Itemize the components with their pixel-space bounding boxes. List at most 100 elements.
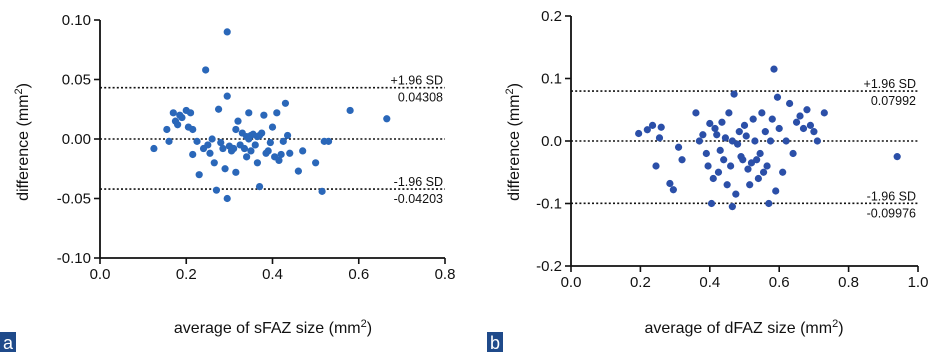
data-point (202, 66, 210, 74)
x-axis-title-b: average of dFAZ size (mm2) (644, 318, 843, 337)
data-point (754, 174, 762, 183)
data-point (772, 187, 780, 195)
data-point (714, 168, 723, 176)
data-point (759, 168, 768, 176)
panel-tag-a: a (3, 333, 14, 352)
data-point (669, 186, 677, 194)
data-point (383, 115, 391, 123)
data-point (692, 109, 700, 117)
data-point (782, 137, 790, 145)
scatter-panel-b: +1.96 SD 0.07992 -1.96 SD -0.09976 -0.2 -0.1… (487, 8, 928, 352)
data-point (219, 144, 227, 153)
data-point (699, 131, 707, 139)
data-point (318, 187, 326, 195)
data-point (245, 109, 253, 117)
data-point (789, 149, 797, 158)
data-point (193, 137, 201, 145)
data-point (756, 149, 764, 158)
data-point (232, 125, 240, 134)
data-point (674, 143, 683, 151)
data-point (286, 149, 294, 157)
data-point (728, 137, 736, 145)
sd-label-top: -1.96 SD (394, 175, 443, 189)
data-point (210, 159, 218, 167)
data-point (212, 186, 221, 194)
data-point (702, 149, 710, 158)
data-point (766, 137, 775, 145)
data-point (751, 137, 759, 145)
data-point (635, 129, 643, 138)
data-point (758, 109, 766, 117)
data-point (268, 123, 277, 131)
data-point (803, 106, 811, 114)
data-point (893, 153, 901, 161)
data-point (720, 156, 728, 164)
data-point (169, 109, 177, 117)
data-point (243, 153, 251, 161)
data-point (749, 115, 757, 123)
data-point (277, 150, 285, 159)
data-point (214, 105, 223, 113)
x-axis-title-a: average of sFAZ size (mm2) (174, 318, 372, 337)
data-point (223, 194, 231, 203)
data-point (666, 179, 674, 188)
data-point (223, 92, 231, 100)
data-point (678, 156, 686, 164)
data-point (240, 144, 249, 153)
data-point (258, 129, 266, 137)
y-tick-label: -0.10 (57, 250, 91, 267)
data-point (735, 128, 743, 136)
data-point (716, 146, 724, 154)
data-point (761, 128, 769, 136)
data-point (747, 159, 756, 167)
reference-lines-b: +1.96 SD 0.07992 -1.96 SD -0.09976 (571, 77, 918, 220)
x-tick-label: 0.8 (435, 266, 456, 283)
data-point (753, 156, 761, 164)
data-point (657, 123, 665, 131)
sd-value-label: 0.07992 (871, 94, 916, 108)
y-tick-label: -0.1 (536, 196, 562, 213)
data-point (723, 181, 731, 189)
axes-a (94, 19, 446, 264)
y-tick-label: 0.1 (541, 71, 562, 88)
data-point (775, 124, 783, 133)
data-point (713, 131, 721, 139)
data-point (253, 159, 262, 167)
tick-labels-b: -0.2 -0.1 0.0 0.1 0.2 0.0 0.2 0.4 0.6 0.8 1.0 (536, 8, 928, 291)
panel-tag-b: b (490, 333, 500, 352)
data-point (733, 140, 742, 148)
data-point (732, 190, 740, 198)
data-point (704, 162, 712, 170)
data-point (763, 162, 771, 170)
data-point (786, 99, 794, 108)
data-point (744, 165, 752, 173)
sd-value-label: 0.04308 (398, 91, 443, 105)
data-point (740, 121, 749, 129)
data-point (189, 150, 197, 159)
data-point (728, 203, 736, 211)
panel-tag-bg-a (0, 332, 16, 352)
data-point (232, 168, 240, 176)
data-point (643, 126, 651, 134)
x-tick-label: 1.0 (908, 274, 929, 291)
data-point (260, 111, 268, 119)
sd-label-top: +1.96 SD (864, 77, 916, 91)
axes-b (565, 15, 919, 272)
data-point (206, 149, 214, 157)
data-point (730, 90, 738, 98)
data-point (721, 134, 730, 142)
data-point (739, 156, 747, 164)
data-point (174, 121, 182, 129)
scatter-panel-a: +1.96 SD0.04308-1.96 SD-0.04203 -0.10-0.… (0, 12, 455, 352)
x-tick-label: 0.0 (90, 266, 111, 283)
data-point (223, 28, 231, 36)
reference-lines-a: +1.96 SD 0.04308 -1.96 SD -0.04203 (100, 74, 445, 206)
data-point (773, 93, 782, 101)
data-point (768, 115, 776, 123)
x-tick-label: 0.2 (630, 274, 651, 291)
data-point (652, 162, 660, 170)
y-axis-title-b: difference (mm2) (504, 83, 523, 201)
data-point (312, 159, 320, 167)
data-point (810, 128, 818, 136)
